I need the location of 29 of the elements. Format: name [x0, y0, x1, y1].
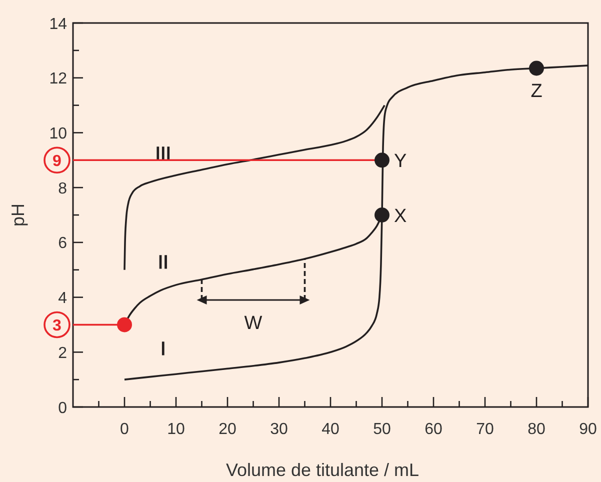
y-axis-title: pH	[8, 203, 28, 227]
annotation: Z	[530, 81, 543, 102]
x-tick-label: 50	[373, 421, 391, 438]
annotation: Y	[394, 150, 407, 172]
y-tick-label: 4	[58, 290, 68, 308]
x-tick-label: 10	[167, 421, 185, 438]
series-label: II	[158, 252, 168, 274]
x-tick-label: 80	[528, 421, 546, 438]
x-tick-label: 70	[476, 421, 494, 438]
y-tick-label: 6	[58, 235, 68, 252]
x-tick-label: 30	[270, 421, 288, 438]
series-label: I	[160, 338, 166, 360]
y-tick-label: 14	[49, 16, 68, 33]
y-tick-label: 10	[49, 125, 68, 142]
annotation: 9	[52, 152, 62, 170]
x-tick-label: 60	[424, 421, 442, 438]
x-axis-title: Volume de titulante / mL	[226, 460, 420, 480]
series-label: III	[155, 144, 172, 166]
x-tick-label: 40	[322, 421, 340, 438]
y-tick-label: 0	[58, 400, 68, 417]
y-tick-label: 2	[58, 344, 68, 362]
y-tick-label: 12	[49, 70, 68, 88]
x-tick-label: 20	[218, 421, 236, 438]
x-tick-label: 90	[579, 421, 597, 438]
annotation: W	[244, 312, 262, 334]
x-tick-label: 0	[120, 421, 130, 438]
y-tick-label: 8	[58, 180, 68, 198]
annotation: X	[394, 206, 407, 227]
annotation: 3	[52, 317, 62, 334]
